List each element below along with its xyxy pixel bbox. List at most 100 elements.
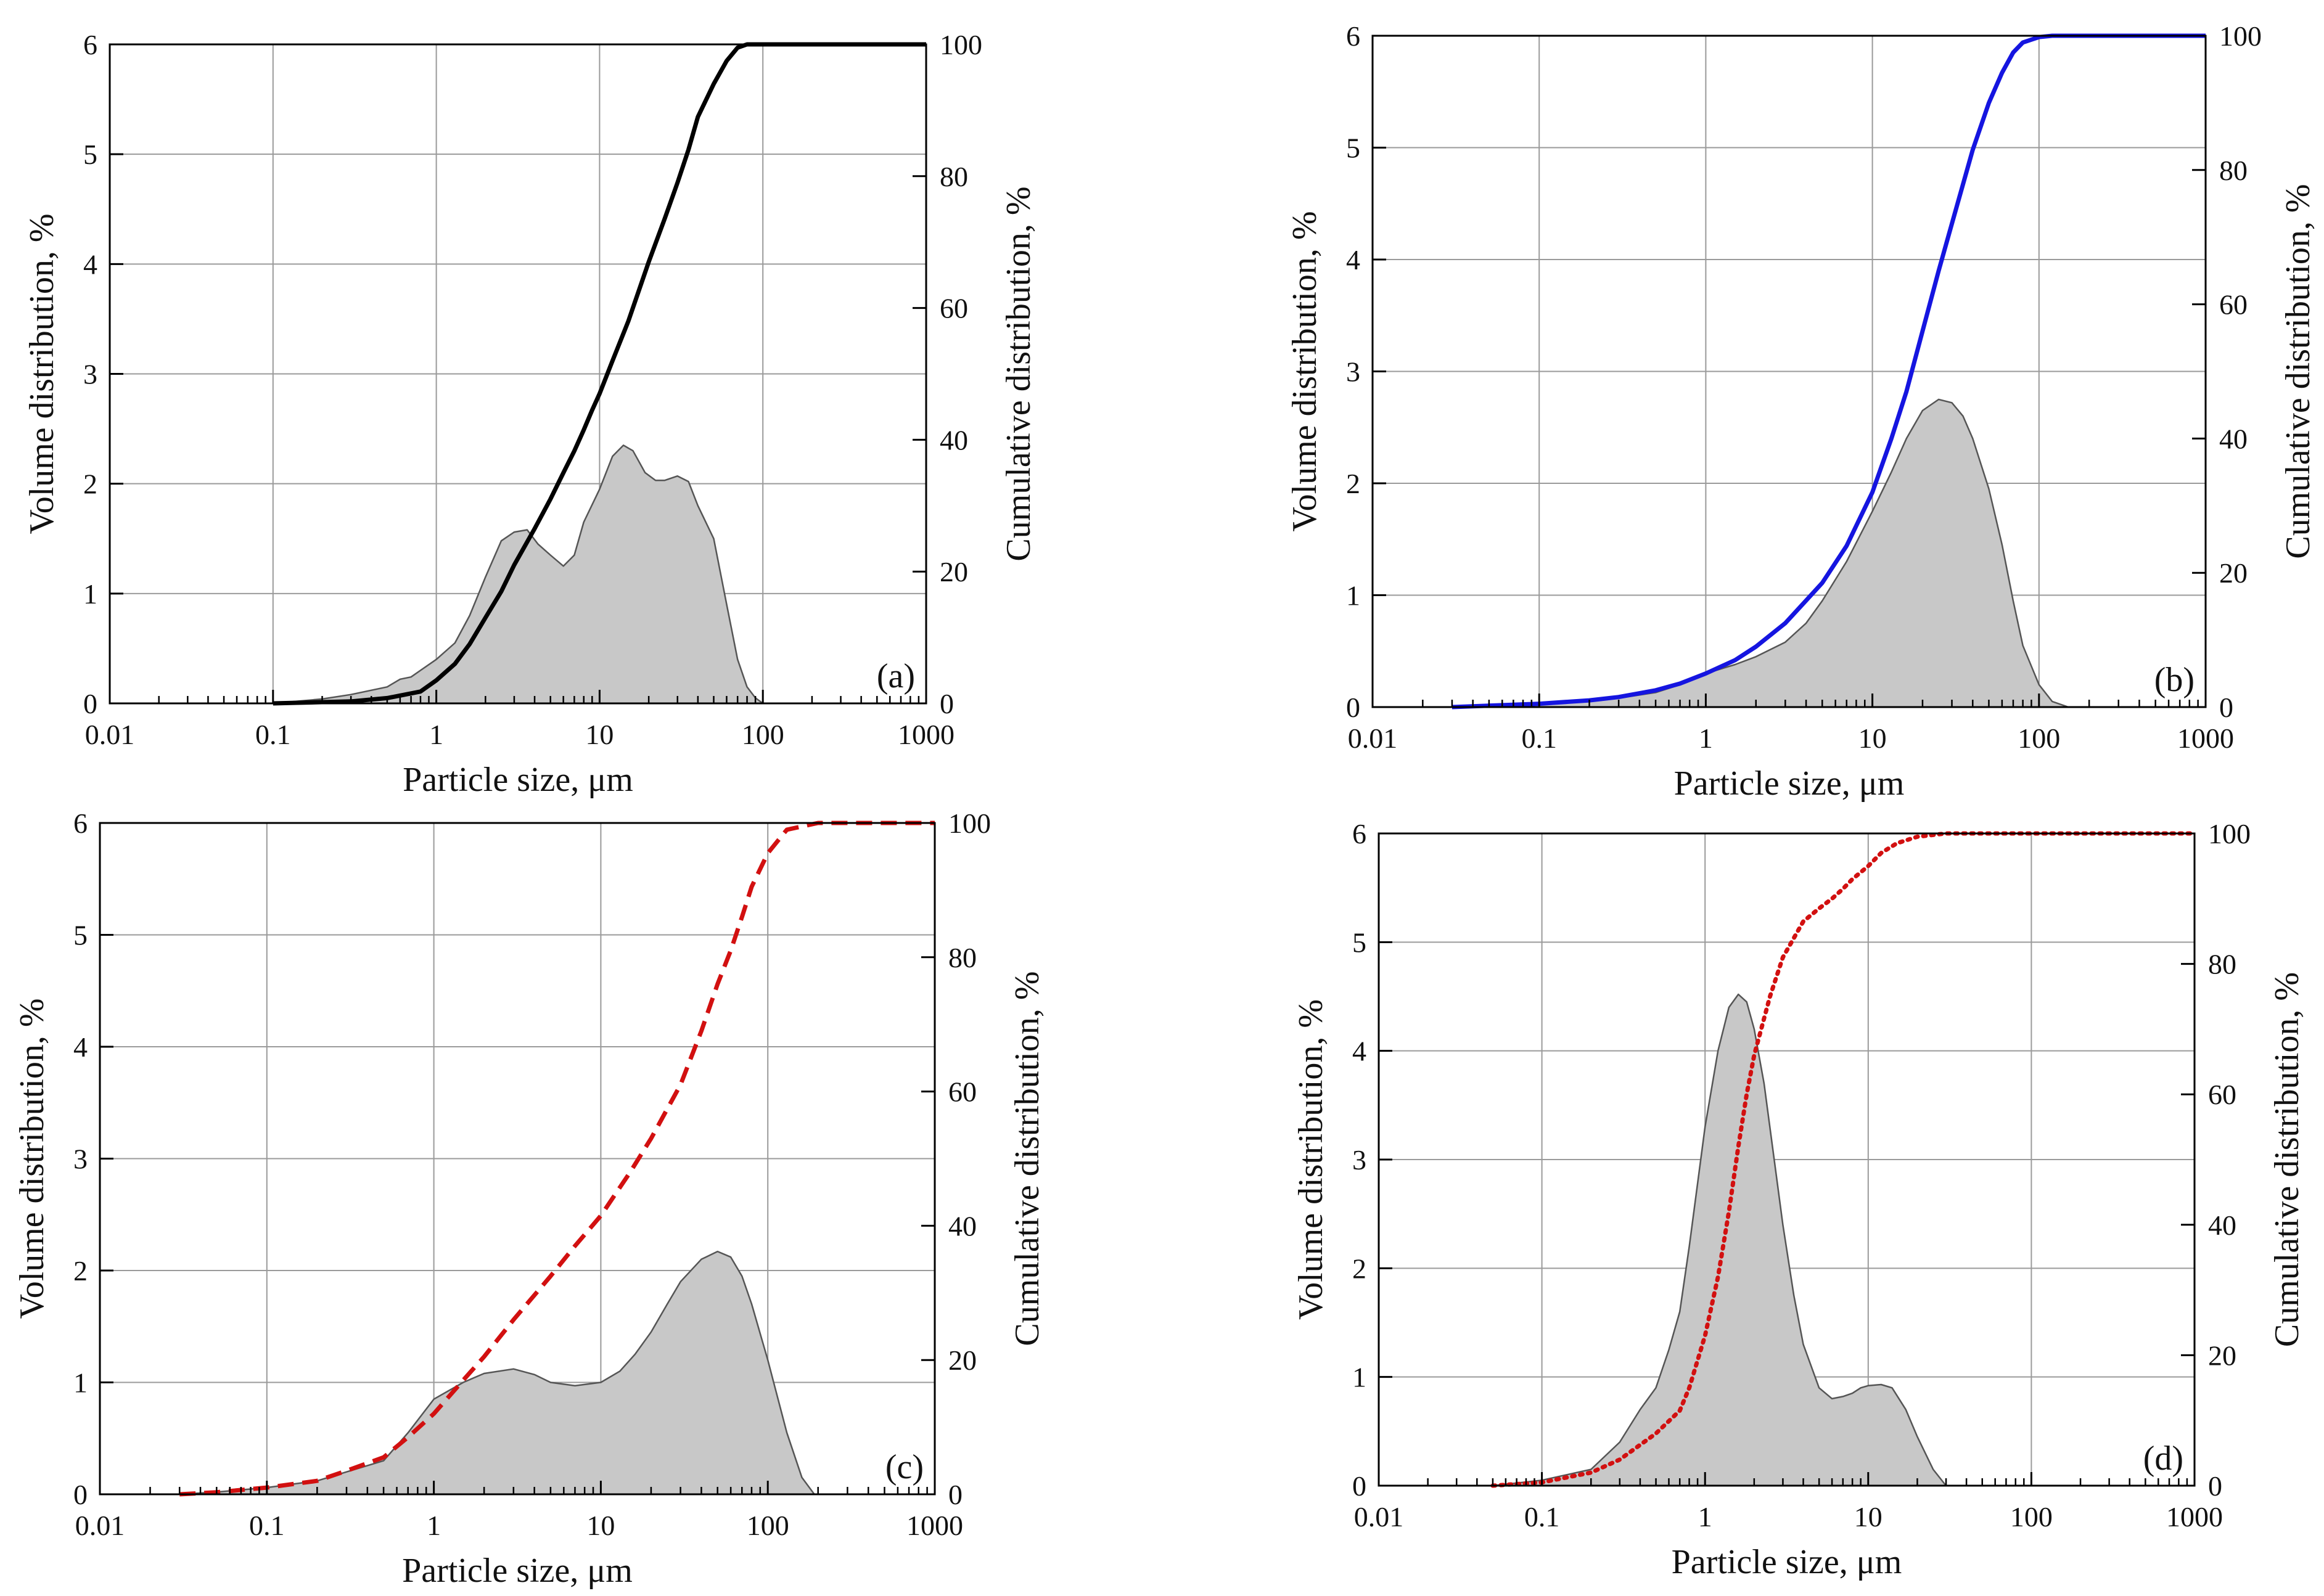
y-axis-title: Volume distribution, %	[13, 998, 51, 1319]
y2-tick-label: 60	[2219, 289, 2248, 321]
y2-tick-label: 80	[2219, 155, 2248, 186]
y2-tick-label: 40	[948, 1210, 977, 1242]
x-tick-label: 10	[1854, 1501, 1883, 1533]
y-tick-label: 0	[83, 688, 97, 719]
y2-axis-title: Cumulative distribution, %	[2268, 972, 2306, 1347]
y2-tick-label: 80	[940, 161, 968, 192]
y2-tick-label: 100	[940, 29, 982, 60]
x-tick-label: 0.1	[1524, 1501, 1560, 1533]
cumulative-distribution-line	[1451, 33, 2206, 710]
y-tick-label: 6	[1352, 818, 1366, 849]
cumulative-distribution-line	[273, 42, 926, 706]
y-tick-label: 4	[73, 1031, 88, 1063]
x-tick-label: 0.1	[1521, 722, 1557, 754]
x-tick-label: 100	[747, 1510, 789, 1541]
panel-label: (b)	[2154, 661, 2195, 699]
x-tick-label: 100	[742, 719, 784, 750]
y-tick-label: 4	[83, 248, 97, 280]
x-tick-label: 0.01	[75, 1510, 125, 1541]
x-tick-label: 1000	[906, 1510, 963, 1541]
y2-axis-title: Cumulative distribution, %	[2279, 184, 2317, 559]
y2-tick-label: 80	[948, 942, 977, 973]
y-tick-label: 2	[83, 469, 97, 500]
x-tick-label: 0.01	[1354, 1501, 1404, 1533]
volume-distribution-area	[178, 1250, 815, 1496]
volume-distribution-area	[1492, 993, 1947, 1487]
x-tick-label: 0.1	[255, 719, 291, 750]
y-tick-label: 5	[1346, 133, 1360, 164]
cumulative-distribution-line	[179, 821, 935, 1497]
y-axis-left: 0 1 2 3 4 5 6	[83, 29, 123, 719]
y-axis-left: 0 1 2 3 4 5 6	[73, 808, 113, 1510]
y-tick-label: 4	[1352, 1036, 1366, 1067]
y-axis-right: 0 20 40 60 80 100	[2192, 20, 2262, 723]
x-tick-label: 0.01	[1348, 722, 1398, 754]
y2-tick-label: 100	[948, 808, 991, 839]
x-axis-title: Particle size, μm	[403, 761, 633, 799]
y-tick-label: 0	[1352, 1470, 1366, 1502]
y-tick-label: 2	[1346, 468, 1360, 499]
x-tick-label: 1000	[898, 719, 955, 750]
y2-tick-label: 0	[2208, 1470, 2222, 1502]
x-axis-title: Particle size, μm	[402, 1552, 633, 1590]
y-tick-label: 4	[1346, 244, 1360, 276]
x-axis: 0.01 0.1 1 10 100 1000	[85, 690, 955, 750]
y2-tick-label: 100	[2208, 818, 2251, 849]
x-axis: 0.01 0.1 1 10 100 1000	[75, 1481, 963, 1541]
y-axis-title: Volume distribution, %	[1286, 211, 1324, 531]
y-tick-label: 0	[1346, 692, 1360, 723]
y-tick-label: 1	[1352, 1362, 1366, 1393]
y2-tick-label: 80	[2208, 949, 2236, 980]
y-axis-title: Volume distribution, %	[1292, 999, 1330, 1320]
x-tick-label: 10	[585, 719, 614, 750]
y2-tick-label: 40	[2208, 1209, 2236, 1241]
y-axis-left: 0 1 2 3 4 5 6	[1352, 818, 1392, 1502]
y-axis-left: 0 1 2 3 4 5 6	[1346, 20, 1386, 723]
x-tick-label: 10	[1858, 722, 1887, 754]
y2-tick-label: 20	[2219, 557, 2248, 589]
y2-tick-label: 20	[2208, 1340, 2236, 1371]
panel-label: (d)	[2143, 1439, 2183, 1478]
y-axis-right: 0 20 40 60 80 100	[2181, 818, 2251, 1502]
y2-tick-label: 20	[948, 1344, 977, 1376]
y2-tick-label: 60	[940, 293, 968, 324]
y2-axis-title: Cumulative distribution, %	[1000, 186, 1038, 561]
x-axis: 0.01 0.1 1 10 100 1000	[1348, 694, 2234, 754]
y2-tick-label: 0	[948, 1479, 963, 1510]
y2-tick-label: 40	[2219, 423, 2248, 454]
x-tick-label: 1	[429, 719, 443, 750]
x-tick-label: 1000	[2177, 722, 2234, 754]
x-tick-label: 10	[586, 1510, 615, 1541]
chart-panel-b: 0.01 0.1 1 10 100 10000123456020406080100Part…	[1286, 20, 2317, 803]
y-tick-label: 5	[83, 139, 97, 170]
y-tick-label: 5	[73, 920, 88, 951]
y-tick-label: 5	[1352, 927, 1366, 958]
y-tick-label: 1	[73, 1367, 88, 1399]
x-axis-title: Particle size, μm	[1672, 1543, 1902, 1581]
cumulative-distribution-line	[1490, 831, 2197, 1488]
y-tick-label: 3	[1346, 356, 1360, 388]
x-tick-label: 100	[2010, 1501, 2053, 1533]
x-axis-title: Particle size, μm	[1674, 764, 1905, 803]
panel-label: (c)	[885, 1448, 924, 1486]
y-tick-label: 6	[1346, 20, 1360, 52]
chart-panel-a: 0.01 0.1 1 10 100 10000123456020406080100Part…	[23, 29, 1038, 799]
y-axis-title: Volume distribution, %	[23, 213, 61, 534]
y2-tick-label: 100	[2219, 20, 2262, 52]
y-tick-label: 1	[83, 578, 97, 610]
y2-tick-label: 60	[2208, 1079, 2236, 1110]
y2-tick-label: 20	[940, 556, 968, 587]
x-axis: 0.01 0.1 1 10 100 1000	[1354, 1472, 2223, 1533]
y2-tick-label: 40	[940, 424, 968, 456]
y-tick-label: 6	[83, 29, 97, 60]
y-tick-label: 2	[1352, 1253, 1366, 1284]
x-tick-label: 1	[427, 1510, 441, 1541]
x-tick-label: 1	[1698, 1501, 1712, 1533]
y-tick-label: 3	[1352, 1144, 1366, 1176]
y-axis-right: 0 20 40 60 80 100	[921, 808, 991, 1510]
y-tick-label: 1	[1346, 580, 1360, 612]
y-tick-label: 3	[83, 359, 97, 390]
x-tick-label: 0.1	[249, 1510, 285, 1541]
